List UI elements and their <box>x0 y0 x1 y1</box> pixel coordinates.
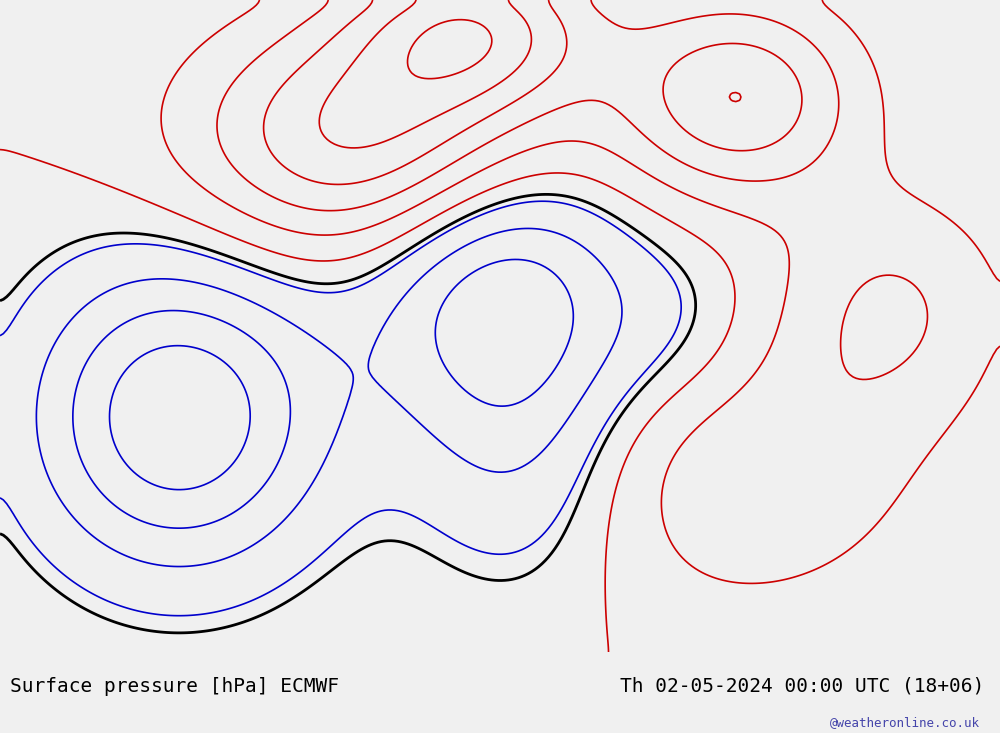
Text: @weatheronline.co.uk: @weatheronline.co.uk <box>830 716 980 729</box>
Text: Th 02-05-2024 00:00 UTC (18+06): Th 02-05-2024 00:00 UTC (18+06) <box>620 677 984 696</box>
Text: Surface pressure [hPa] ECMWF: Surface pressure [hPa] ECMWF <box>10 677 339 696</box>
